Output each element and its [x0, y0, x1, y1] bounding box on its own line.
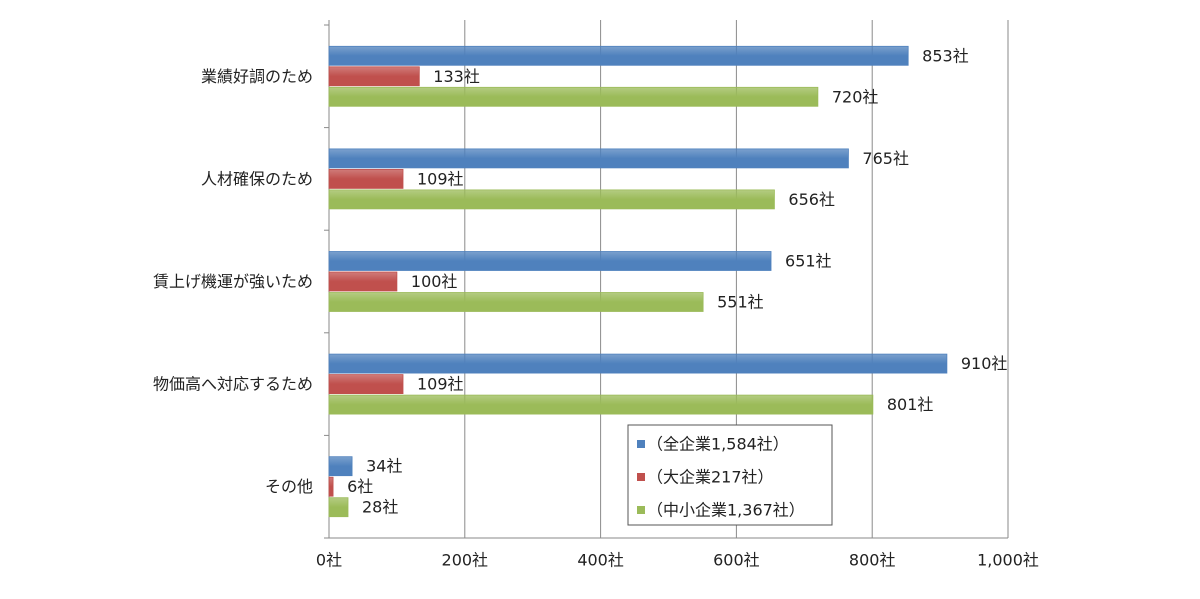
legend-marker [637, 506, 645, 514]
x-tick-label: 0社 [316, 551, 342, 570]
data-label: 910社 [961, 354, 1008, 373]
data-label: 109社 [417, 375, 464, 394]
y-tick-label: その他 [265, 477, 313, 496]
data-label: 651社 [785, 252, 832, 271]
x-tick-label: 600社 [713, 551, 760, 570]
data-label: 28社 [362, 498, 398, 517]
bar [328, 251, 772, 271]
bar [328, 148, 849, 169]
bar [328, 476, 334, 497]
bar [328, 168, 404, 189]
data-label: 133社 [433, 67, 480, 86]
legend-label: （中小企業1,367社） [647, 501, 805, 520]
y-tick-label: 物価高へ対応するため [153, 375, 313, 394]
bar [328, 497, 349, 518]
legend-label: （全企業1,584社） [647, 435, 789, 454]
bar [328, 45, 909, 66]
bar [328, 66, 420, 87]
data-label: 100社 [411, 272, 458, 291]
data-label: 551社 [717, 293, 764, 312]
data-label: 801社 [887, 395, 934, 414]
bar [328, 292, 704, 312]
data-label: 6社 [347, 477, 373, 496]
bar [328, 353, 948, 374]
data-label: 853社 [922, 46, 969, 65]
data-label: 656社 [788, 190, 835, 209]
data-label: 34社 [366, 457, 402, 476]
data-label: 765社 [862, 149, 909, 168]
bar [328, 189, 775, 210]
bar [328, 86, 819, 107]
data-label: 109社 [417, 169, 464, 188]
legend-marker [637, 473, 645, 481]
legend-marker [637, 440, 645, 448]
legend-box [627, 424, 833, 526]
y-tick-label: 賃上げ機運が強いため [153, 272, 313, 291]
x-tick-label: 800社 [849, 551, 896, 570]
legend-label: （大企業217社） [647, 468, 774, 487]
bar [328, 271, 398, 292]
bar [328, 456, 353, 477]
x-tick-label: 400社 [577, 551, 624, 570]
y-tick-label: 人材確保のため [201, 169, 313, 188]
x-tick-label: 200社 [442, 551, 489, 570]
bar [328, 394, 874, 415]
bar [328, 374, 404, 395]
data-label: 720社 [832, 87, 879, 106]
y-tick-label: 業績好調のため [201, 67, 313, 86]
x-tick-label: 1,000社 [977, 551, 1039, 570]
